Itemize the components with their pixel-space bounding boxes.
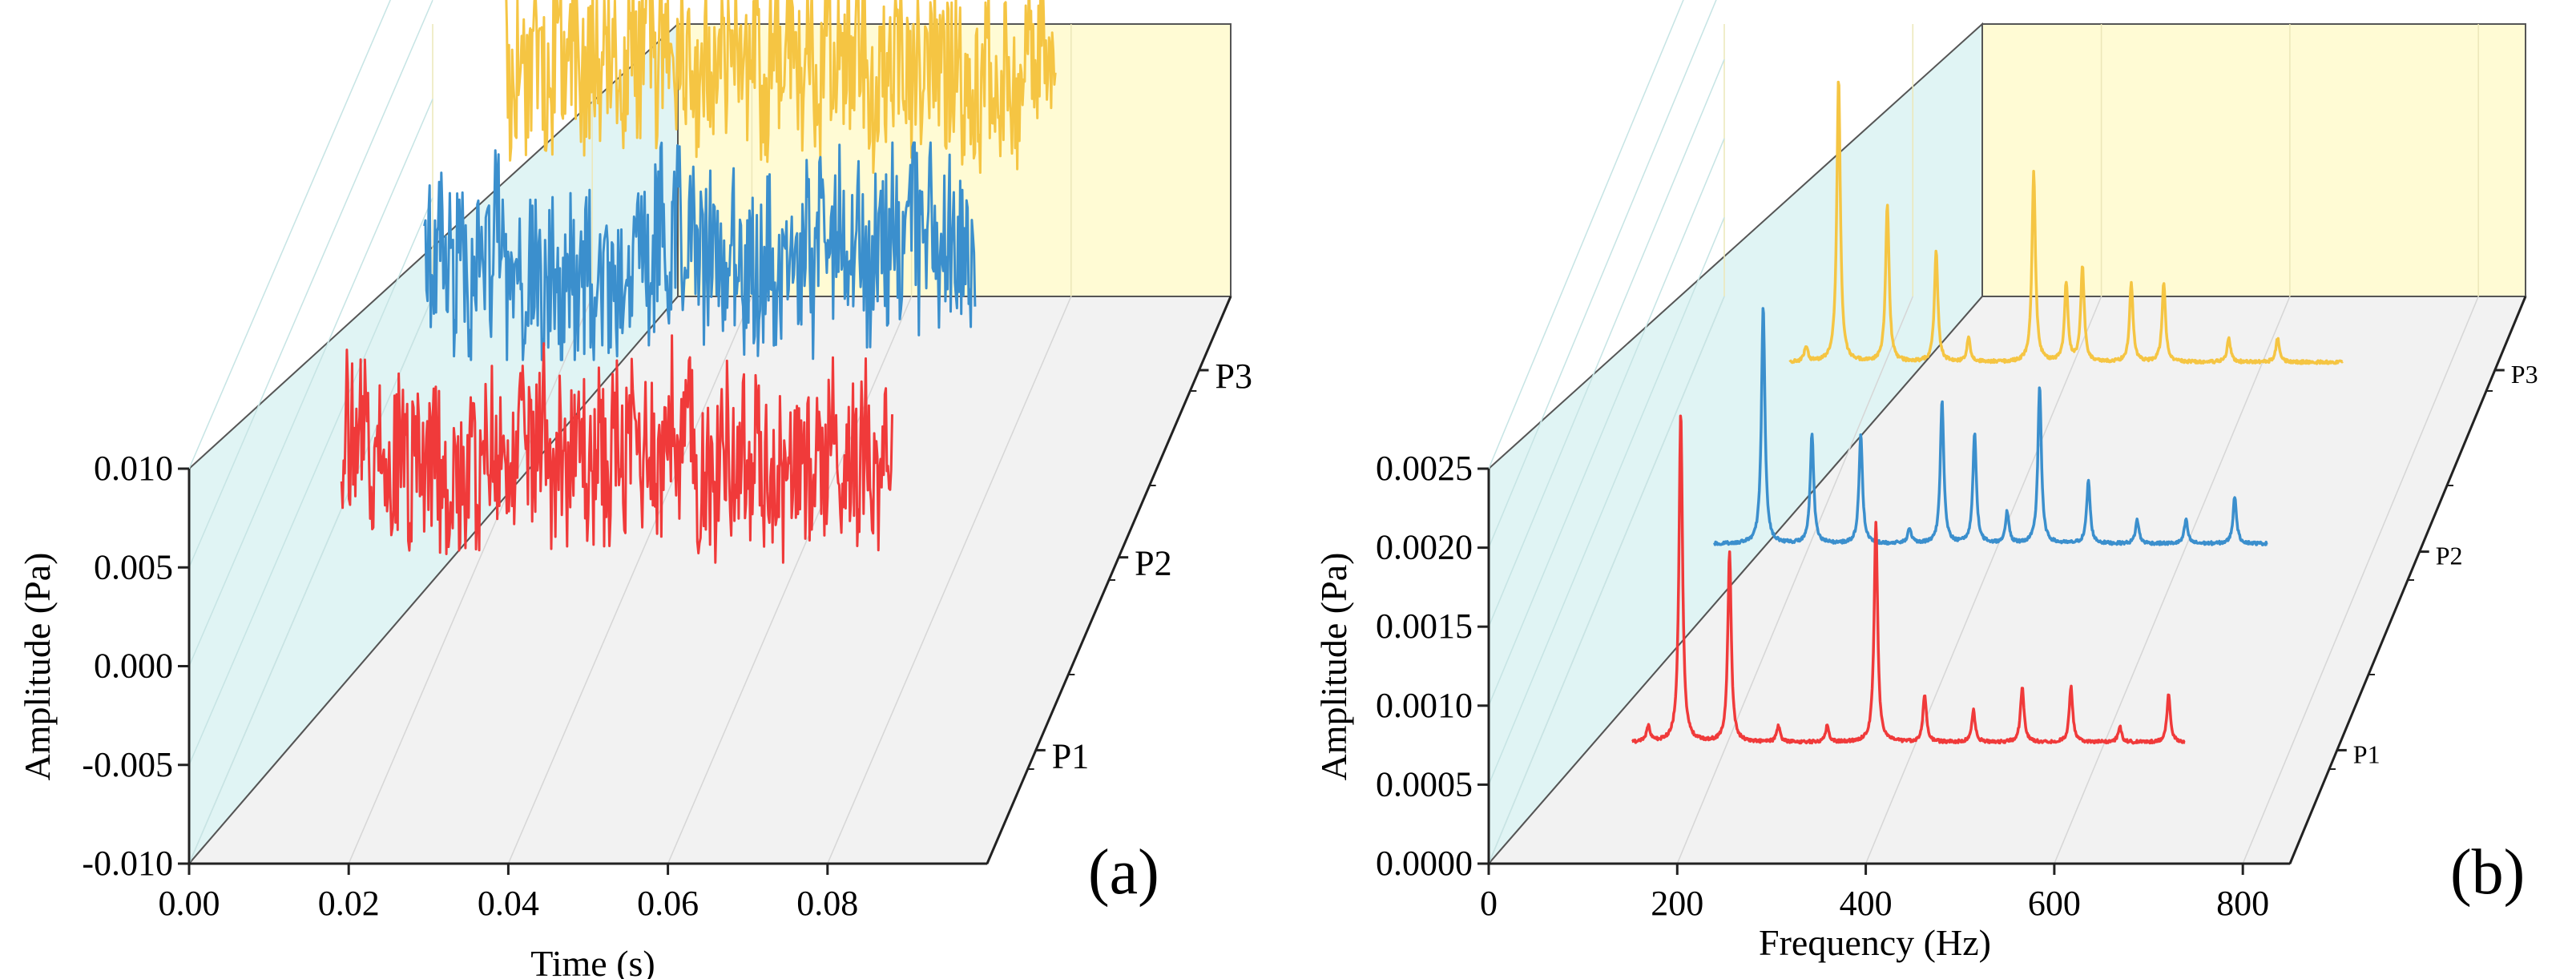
panel-b-y-ticks: 0.0000 0.0005 0.0010 0.0015 0.0020 0.0025 <box>1376 449 1489 883</box>
x-tick-label: 0.08 <box>796 884 858 923</box>
wall-gridline <box>1488 138 1725 707</box>
x-tick-label: 0 <box>1480 884 1498 923</box>
floor-gridline <box>507 296 753 864</box>
wall-gridline <box>188 99 433 667</box>
y-tick-label: 0.000 <box>94 647 173 686</box>
wall-gridline <box>1488 0 1717 548</box>
depth-tick-label: P1 <box>2353 739 2380 768</box>
panel-b-ylabel: Amplitude (Pa) <box>1313 553 1354 781</box>
panel-b-x-ticks: 0 200 400 600 800 <box>1480 864 2269 923</box>
floor-gridline <box>2242 296 2479 864</box>
x-tick-label: 0.00 <box>159 884 220 923</box>
depth-tick-label: P3 <box>2511 360 2538 389</box>
y-tick-label: 0.0020 <box>1376 528 1473 567</box>
panel-b-gridlines <box>1488 0 2479 864</box>
wall-gridline <box>1488 0 1684 469</box>
y-tick-label: -0.005 <box>82 745 173 784</box>
wall-gridline <box>188 197 433 766</box>
floor-gridline <box>1676 296 1913 864</box>
panel-a: 0.00 0.02 0.04 0.06 0.08 -0.010 -0.005 0.000 0.… <box>17 0 1252 979</box>
panel-b-xlabel: Frequency (Hz) <box>1759 922 1991 963</box>
floor-gridline <box>1864 296 2102 864</box>
y-tick-label: -0.010 <box>82 844 173 883</box>
depth-tick-label: P1 <box>1052 736 1089 776</box>
panel-a-xlabel: Time (s) <box>530 943 655 979</box>
panel-a-x-ticks: 0.00 0.02 0.04 0.06 0.08 <box>159 864 858 923</box>
series-line-P1 <box>1631 414 2186 745</box>
panel-b: 0 200 400 600 800 0.00000.00050.00100.00150.… <box>1313 0 2538 963</box>
y-tick-label: 0.0025 <box>1376 449 1473 488</box>
panel-a-depth-labels: P1 P2 P3 <box>1027 357 1252 776</box>
series-line-P3 <box>1788 80 2344 365</box>
panel-b-series <box>1631 80 2344 745</box>
depth-tick-label: P2 <box>1135 544 1171 583</box>
x-tick-label: 400 <box>1840 884 1893 923</box>
series-line-P1 <box>340 334 893 564</box>
wall-gridline <box>188 0 392 469</box>
wall-gridline <box>1488 217 1725 785</box>
panel-b-depth-labels: P1 P2 P3 <box>2329 360 2538 770</box>
depth-tick-label: P3 <box>1215 357 1252 396</box>
panel-a-series <box>340 0 1057 564</box>
panel-b-label: (b) <box>2450 837 2525 908</box>
wall-gridline <box>188 0 433 568</box>
wall-gridline <box>188 296 433 864</box>
series-line-P2 <box>423 141 977 361</box>
floor-gridline <box>827 296 1072 864</box>
y-tick-label: 0.0015 <box>1376 606 1473 646</box>
panel-a-y-ticks: -0.010 -0.005 0.000 0.005 0.010 <box>82 449 189 883</box>
y-tick-label: 0.005 <box>94 547 173 586</box>
floor-gridline <box>348 296 593 864</box>
panel-b-right-wall <box>1981 23 2526 297</box>
x-tick-label: 0.04 <box>478 884 539 923</box>
x-tick-label: 0.06 <box>637 884 699 923</box>
x-tick-label: 200 <box>1651 884 1703 923</box>
wall-gridline <box>1488 296 1725 864</box>
y-tick-label: 0.0005 <box>1376 764 1473 804</box>
y-tick-label: 0.010 <box>94 449 173 488</box>
series-line-P2 <box>1713 307 2268 546</box>
panel-a-ylabel: Amplitude (Pa) <box>17 553 58 781</box>
floor-gridline <box>2054 296 2291 864</box>
x-tick-label: 600 <box>2028 884 2081 923</box>
wall-gridline <box>1488 58 1725 627</box>
panel-a-label: (a) <box>1088 837 1159 908</box>
depth-tick-label: P2 <box>2436 542 2463 570</box>
y-tick-label: 0.0000 <box>1376 844 1473 883</box>
panel-a-gridlines <box>188 0 1072 864</box>
series-line-P3 <box>505 0 1057 174</box>
x-tick-label: 0.02 <box>318 884 380 923</box>
x-tick-label: 800 <box>2216 884 2269 923</box>
floor-gridline <box>667 296 913 864</box>
y-tick-label: 0.0010 <box>1376 686 1473 725</box>
